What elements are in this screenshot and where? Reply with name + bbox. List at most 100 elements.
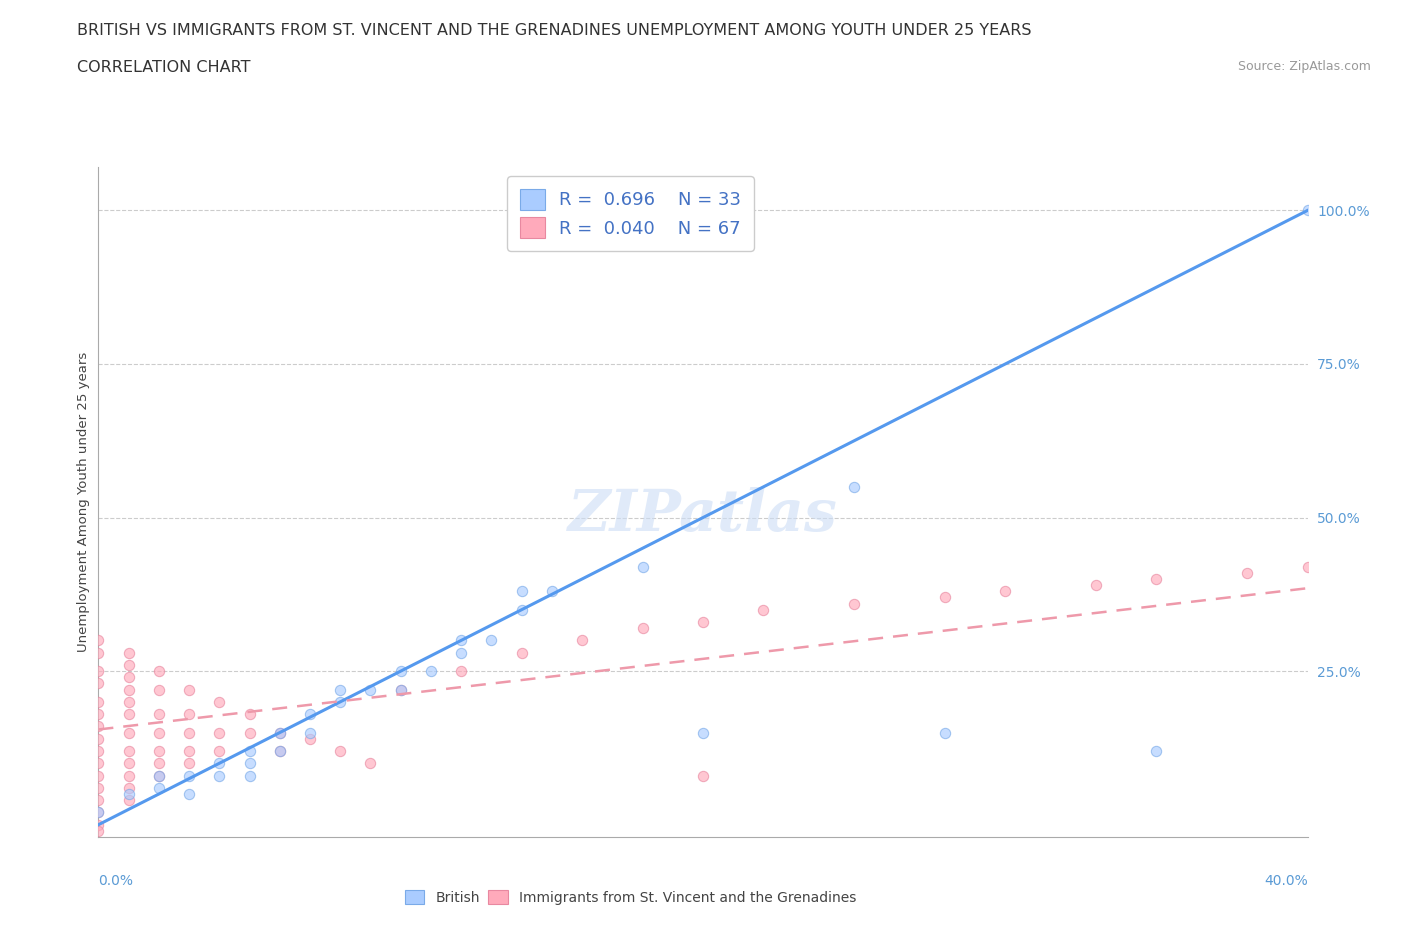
Point xyxy=(631,620,654,635)
Point xyxy=(329,682,352,697)
Point xyxy=(1236,565,1258,580)
Point xyxy=(118,744,141,759)
Point xyxy=(148,768,170,783)
Point xyxy=(148,756,170,771)
Text: 0.0%: 0.0% xyxy=(98,874,134,888)
Point xyxy=(148,725,170,740)
Point xyxy=(994,584,1017,599)
Point xyxy=(118,645,141,660)
Point xyxy=(239,707,262,722)
Point xyxy=(148,682,170,697)
Point xyxy=(299,707,322,722)
Point xyxy=(389,664,412,679)
Point xyxy=(510,584,533,599)
Point xyxy=(1296,203,1319,218)
Point xyxy=(118,670,141,684)
Point xyxy=(87,664,110,679)
Point xyxy=(118,756,141,771)
Point xyxy=(87,780,110,795)
Point xyxy=(360,682,382,697)
Point xyxy=(87,645,110,660)
Point xyxy=(118,707,141,722)
Point xyxy=(87,676,110,691)
Point xyxy=(481,633,503,648)
Point xyxy=(692,768,714,783)
Text: BRITISH VS IMMIGRANTS FROM ST. VINCENT AND THE GRENADINES UNEMPLOYMENT AMONG YOU: BRITISH VS IMMIGRANTS FROM ST. VINCENT A… xyxy=(77,23,1032,38)
Point xyxy=(179,768,201,783)
Point xyxy=(87,633,110,648)
Point xyxy=(208,744,231,759)
Point xyxy=(87,823,110,838)
Point xyxy=(118,695,141,710)
Point xyxy=(571,633,593,648)
Point xyxy=(148,664,170,679)
Point xyxy=(269,725,291,740)
Point xyxy=(87,817,110,832)
Point xyxy=(87,695,110,710)
Point xyxy=(179,725,201,740)
Point xyxy=(87,805,110,820)
Point xyxy=(540,584,562,599)
Point xyxy=(179,682,201,697)
Point xyxy=(510,603,533,618)
Point xyxy=(934,590,956,604)
Point xyxy=(148,744,170,759)
Point xyxy=(420,664,443,679)
Point xyxy=(360,756,382,771)
Point xyxy=(389,682,412,697)
Text: Source: ZipAtlas.com: Source: ZipAtlas.com xyxy=(1237,60,1371,73)
Point xyxy=(179,756,201,771)
Point xyxy=(118,658,141,672)
Point xyxy=(450,633,472,648)
Point xyxy=(148,707,170,722)
Text: ZIPatlas: ZIPatlas xyxy=(568,487,838,544)
Point xyxy=(87,805,110,820)
Text: 40.0%: 40.0% xyxy=(1264,874,1308,888)
Point xyxy=(844,479,866,494)
Point xyxy=(179,787,201,802)
Point xyxy=(389,682,412,697)
Point xyxy=(1144,572,1167,587)
Text: CORRELATION CHART: CORRELATION CHART xyxy=(77,60,250,75)
Point xyxy=(148,768,170,783)
Point xyxy=(118,725,141,740)
Point xyxy=(179,744,201,759)
Point xyxy=(510,645,533,660)
Point xyxy=(208,756,231,771)
Point xyxy=(208,725,231,740)
Point xyxy=(239,744,262,759)
Point xyxy=(269,725,291,740)
Point xyxy=(269,744,291,759)
Point xyxy=(450,664,472,679)
Point xyxy=(87,792,110,807)
Point xyxy=(87,707,110,722)
Point xyxy=(299,731,322,746)
Point xyxy=(239,725,262,740)
Point xyxy=(239,756,262,771)
Point xyxy=(269,744,291,759)
Point xyxy=(239,768,262,783)
Point xyxy=(844,596,866,611)
Point xyxy=(87,756,110,771)
Point xyxy=(87,731,110,746)
Legend: British, Immigrants from St. Vincent and the Grenadines: British, Immigrants from St. Vincent and… xyxy=(399,884,862,910)
Point xyxy=(631,559,654,574)
Point xyxy=(118,787,141,802)
Point xyxy=(934,725,956,740)
Point xyxy=(1296,559,1319,574)
Point xyxy=(208,768,231,783)
Point xyxy=(87,744,110,759)
Point xyxy=(1144,744,1167,759)
Point xyxy=(118,768,141,783)
Y-axis label: Unemployment Among Youth under 25 years: Unemployment Among Youth under 25 years xyxy=(77,352,90,652)
Point xyxy=(752,603,775,618)
Point xyxy=(87,719,110,734)
Point xyxy=(1085,578,1108,592)
Point xyxy=(299,725,322,740)
Point xyxy=(450,645,472,660)
Point xyxy=(87,768,110,783)
Point xyxy=(692,615,714,630)
Point xyxy=(329,695,352,710)
Point xyxy=(329,744,352,759)
Point xyxy=(118,780,141,795)
